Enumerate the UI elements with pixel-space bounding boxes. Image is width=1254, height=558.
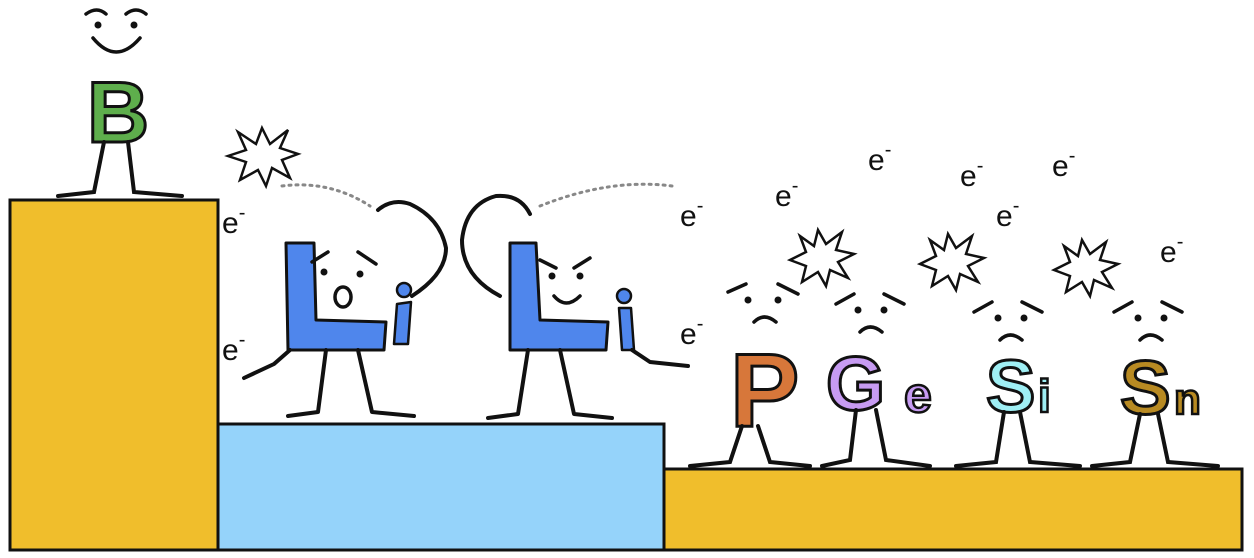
burst-icon: [224, 124, 302, 190]
electron-symbol: e-: [960, 155, 983, 193]
worried-face-icon: [1112, 300, 1184, 342]
lithium-character-right: [460, 182, 690, 420]
tin-legs: [1090, 412, 1220, 468]
silicon-legs: [954, 410, 1082, 468]
germanium-subletter: e: [904, 367, 932, 423]
electron-symbol: e-: [680, 313, 703, 351]
svg-text:e-: e-: [680, 195, 703, 233]
svg-text:e-: e-: [222, 202, 245, 240]
boron-letter: B: [87, 65, 149, 161]
svg-text:e-: e-: [1052, 145, 1075, 183]
svg-text:e-: e-: [775, 175, 798, 213]
burst-icon: [786, 226, 858, 290]
germanium-legs: [820, 408, 932, 468]
lithium-character-left: [224, 124, 448, 418]
lithium-right-body: [508, 241, 610, 352]
silicon-character: S i: [954, 236, 1122, 468]
svg-text:e-: e-: [1160, 231, 1183, 269]
svg-text:e-: e-: [996, 195, 1019, 233]
middle-block: [216, 422, 666, 552]
worried-face-icon: [834, 292, 906, 334]
silicon-letter: S: [986, 345, 1035, 428]
tin-letter: S: [1120, 346, 1171, 431]
burst-icon: [916, 230, 988, 294]
electron-symbol: e-: [868, 139, 891, 177]
lithium-right-i: [615, 287, 636, 352]
worried-face-icon: [726, 282, 800, 324]
grin-face-icon: [538, 256, 592, 305]
electrons: e- e- e- e- e- e- e- e- e- e-: [222, 139, 1183, 367]
happy-face-icon: [84, 8, 148, 54]
phosphorus-legs: [688, 424, 812, 468]
lithium-right-limbs: [460, 193, 690, 420]
germanium-character: G e: [820, 230, 988, 468]
phosphorus-character: P: [688, 226, 858, 468]
lithium-left-limbs: [242, 200, 448, 418]
tin-subletter: n: [1174, 375, 1201, 424]
electron-symbol: e-: [775, 175, 798, 213]
boron-character: B: [56, 8, 184, 198]
electron-symbol: e-: [680, 195, 703, 233]
electron-symbol: e-: [222, 202, 245, 240]
electron-symbol: e-: [1160, 231, 1183, 269]
electron-symbol: e-: [222, 329, 245, 367]
svg-text:e-: e-: [868, 139, 891, 177]
silicon-subletter: i: [1038, 370, 1051, 422]
svg-text:e-: e-: [222, 329, 245, 367]
dotted-sightline: [280, 183, 372, 208]
svg-text:e-: e-: [960, 155, 983, 193]
surprised-face-icon: [310, 250, 378, 309]
electron-symbol: e-: [996, 195, 1019, 233]
svg-text:e-: e-: [680, 313, 703, 351]
lithium-left-i: [392, 281, 413, 346]
dotted-sightline: [538, 182, 674, 208]
boron-legs: [56, 140, 184, 198]
tin-character: S n: [1090, 300, 1220, 468]
burst-icon: [1050, 236, 1122, 300]
electron-symbol: e-: [1052, 145, 1075, 183]
low-block: [662, 467, 1244, 552]
worried-face-icon: [972, 300, 1044, 342]
tall-block: [8, 198, 220, 552]
